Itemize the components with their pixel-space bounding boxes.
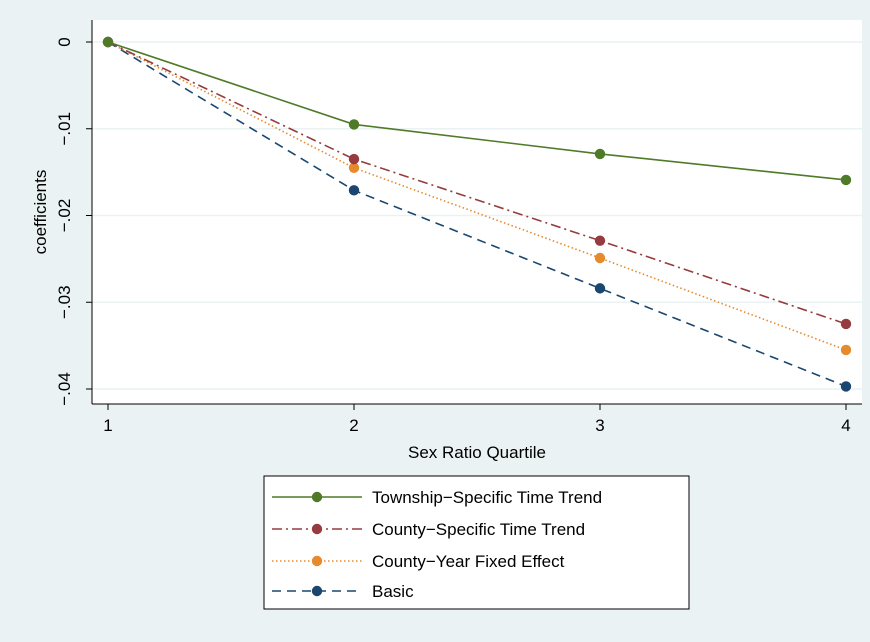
series-0-point-2 [594,148,606,160]
y-tick-label-3: −.03 [55,285,74,319]
y-tick-label-0: 0 [55,37,74,46]
series-line-0 [107,41,847,181]
series-0-point-0 [102,36,114,48]
x-tick-label-3: 4 [841,416,850,435]
x-tick-label-2: 3 [595,416,604,435]
series-line-3 [107,41,847,388]
series-3-point-3 [840,381,852,392]
legend-box [263,475,690,610]
plot-area [92,20,862,404]
series-2-point-3 [840,344,852,356]
y-tick-label-2: −.02 [55,199,74,233]
series-2-point-1 [348,162,360,173]
legend-label-3: Basic [372,582,414,601]
legend-swatch-marker-3 [311,585,323,597]
x-tick-label-1: 2 [349,416,358,435]
x-tick-label-0: 1 [103,416,112,435]
series-1-point-3 [840,318,852,330]
series-0-point-1 [348,119,360,130]
series-0-point-3 [840,174,852,186]
legend-swatch-marker-2 [311,555,323,567]
legend-swatch-marker-0 [311,491,323,503]
legend-label-2: County−Year Fixed Effect [372,552,565,571]
series-3-point-2 [594,283,606,294]
series-line-1 [107,41,847,325]
series-1-point-1 [348,153,360,165]
series-1-point-2 [594,235,606,246]
legend-label-0: Township−Specific Time Trend [372,488,602,507]
y-tick-label-1: −.01 [55,112,74,146]
series-3-point-1 [348,185,360,196]
legend-label-1: County−Specific Time Trend [372,520,585,539]
legend-swatch-marker-1 [311,523,323,535]
y-tick-label-4: −.04 [55,372,74,406]
y-axis-title: coefficients [31,170,50,255]
series-2-point-2 [594,252,606,264]
x-axis-title: Sex Ratio Quartile [408,443,546,462]
